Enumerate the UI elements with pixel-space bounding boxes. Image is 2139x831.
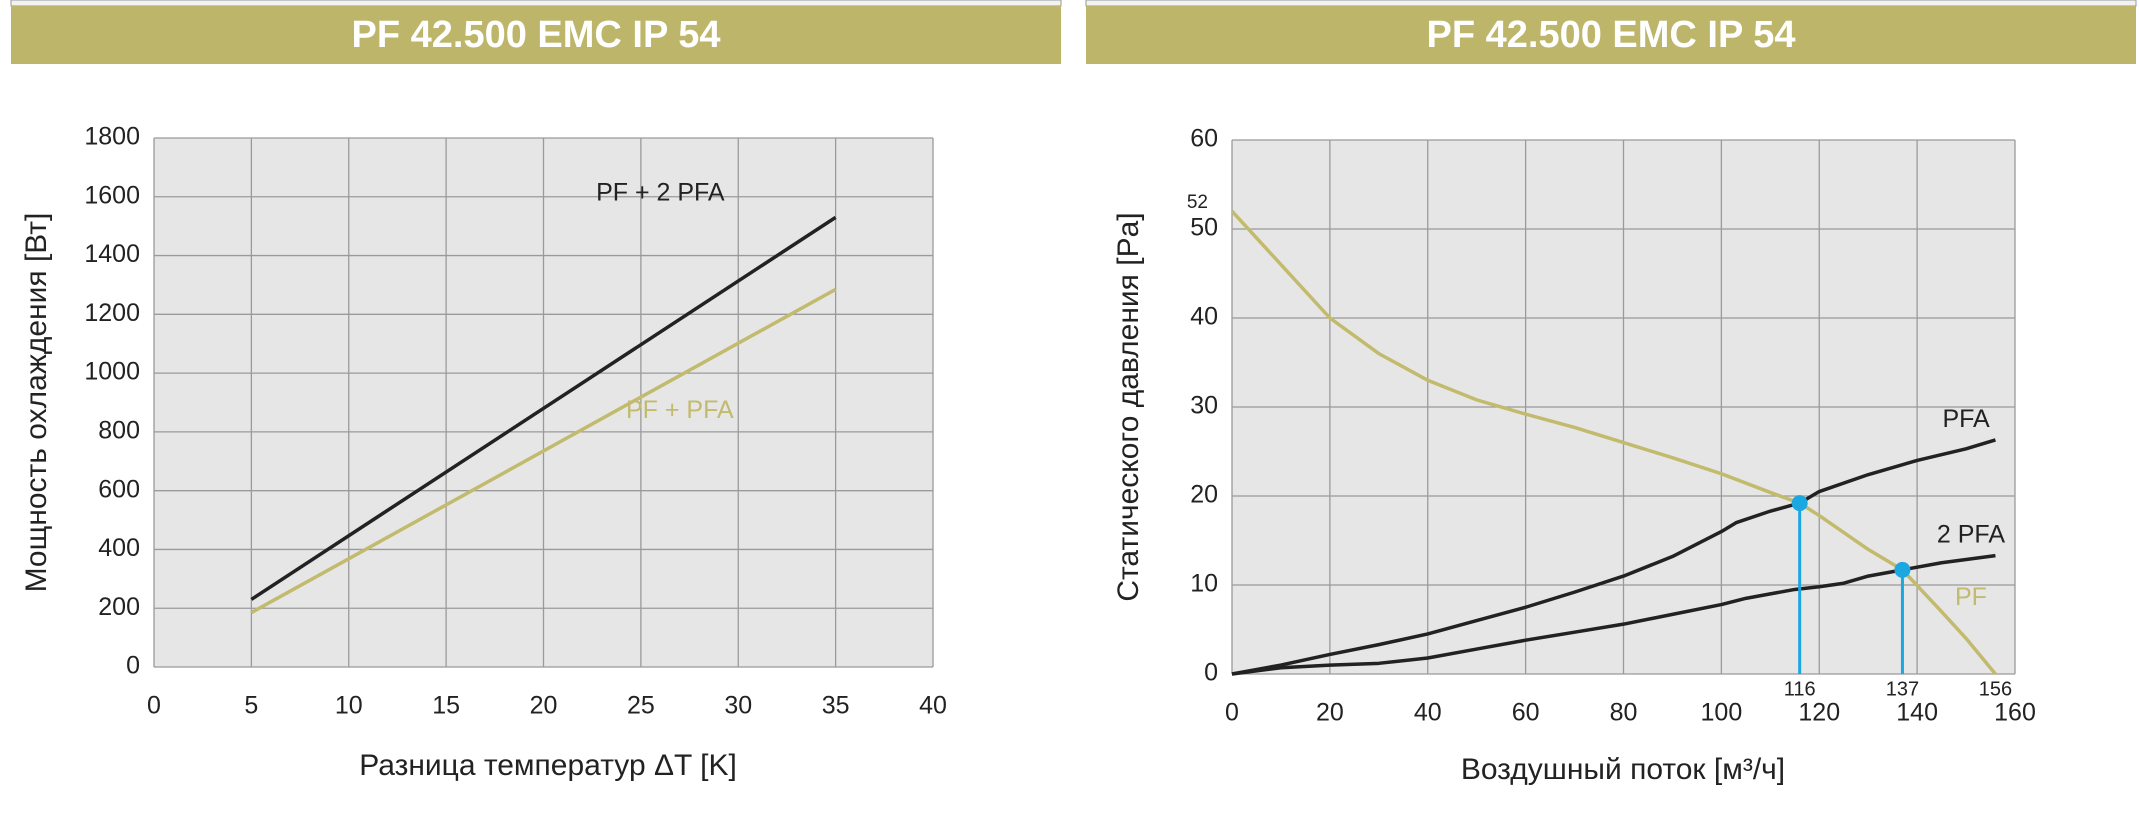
y-axis-label: Мощность охлаждения [Вт] [20, 213, 53, 593]
y-tick-label: 1400 [84, 240, 140, 268]
x-tick-label: 0 [147, 692, 161, 720]
x-mark-label: 137 [1886, 678, 1919, 700]
x-tick-label: 20 [530, 692, 558, 720]
x-tick-label: 35 [822, 692, 850, 720]
series-line [250, 215, 837, 601]
header-strip [1085, 0, 2137, 7]
series-line [1231, 438, 1996, 676]
operating-point [1894, 561, 1911, 578]
x-tick-label: 140 [1896, 699, 1938, 727]
x-tick-label: 60 [1512, 699, 1540, 727]
x-tick-label: 120 [1798, 699, 1840, 727]
y-tick-label: 1800 [84, 123, 140, 151]
x-tick-label: 100 [1701, 699, 1743, 727]
header-strip [10, 0, 1062, 7]
y-tick-label: 0 [1204, 659, 1218, 687]
series-label: 2 PFA [1937, 521, 2005, 549]
x-tick-label: 5 [244, 692, 258, 720]
y-tick-label: 200 [98, 593, 140, 621]
y-tick-label: 400 [98, 534, 140, 562]
header-bar [1086, 6, 2136, 64]
series-label: PF [1955, 583, 1987, 611]
y-tick-label: 20 [1190, 481, 1218, 509]
series-line [250, 287, 837, 615]
operating-point [1791, 495, 1808, 512]
x-tick-label: 30 [724, 692, 752, 720]
x-tick-label: 25 [627, 692, 655, 720]
header-bar [11, 6, 1061, 64]
x-axis-label: Разница температур ΔT [K] [359, 749, 737, 782]
y-tick-label: 30 [1190, 392, 1218, 420]
y-tick-label: 50 [1190, 214, 1218, 242]
x-tick-label: 80 [1610, 699, 1638, 727]
x-tick-label: 15 [432, 692, 460, 720]
x-tick-label: 40 [919, 692, 947, 720]
series-label: PF + 2 PFA [596, 178, 725, 206]
y-tick-label: 40 [1190, 303, 1218, 331]
y-tick-label: 600 [98, 475, 140, 503]
y-mark-label: 52 [1187, 192, 1208, 213]
y-axis-label: Статического давления [Pa] [1112, 212, 1145, 601]
y-tick-label: 1000 [84, 358, 140, 386]
x-tick-label: 0 [1225, 699, 1239, 727]
y-tick-label: 0 [126, 652, 140, 680]
chart-title: PF 42.500 EMC IP 54 [1427, 14, 1796, 56]
x-mark-label: 156 [1979, 678, 2012, 700]
x-axis-label: Воздушный поток [м³/ч] [1461, 753, 1785, 786]
y-tick-label: 1600 [84, 181, 140, 209]
x-mark-label: 116 [1784, 678, 1816, 700]
y-tick-label: 800 [98, 416, 140, 444]
series-line [1231, 553, 1996, 676]
y-tick-label: 10 [1190, 570, 1218, 598]
y-tick-label: 1200 [84, 299, 140, 327]
series-label: PFA [1942, 405, 1990, 433]
x-tick-label: 40 [1414, 699, 1442, 727]
x-tick-label: 10 [335, 692, 363, 720]
series-label: PF + PFA [626, 396, 734, 424]
x-tick-label: 20 [1316, 699, 1344, 727]
chart-title: PF 42.500 EMC IP 54 [352, 14, 721, 56]
y-tick-label: 60 [1190, 125, 1218, 153]
x-tick-label: 160 [1994, 699, 2036, 727]
